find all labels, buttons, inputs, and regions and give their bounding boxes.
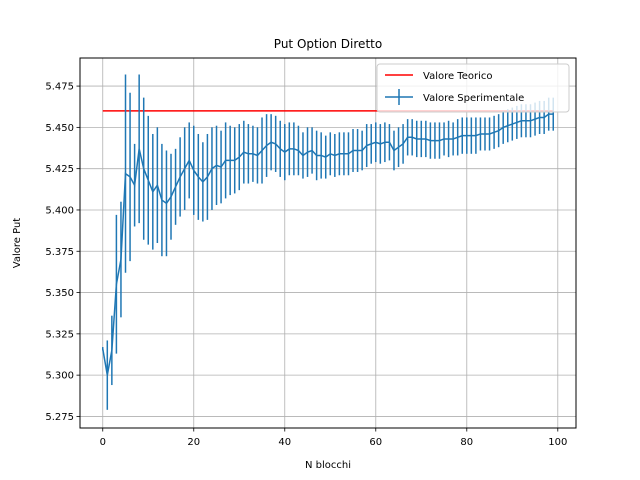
y-tick-label: 5.350 (45, 288, 74, 299)
y-tick-label: 5.425 (45, 164, 74, 175)
y-axis-title: Valore Put (12, 218, 23, 269)
grid (80, 58, 576, 428)
legend-label-experimental: Valore Sperimentale (423, 93, 524, 104)
series-line-experimental (102, 113, 554, 376)
x-tick-label: 80 (460, 437, 473, 448)
x-tick-label: 40 (278, 437, 291, 448)
chart-title: Put Option Diretto (274, 37, 382, 51)
x-axis-title: N blocchi (305, 460, 351, 471)
y-tick-label: 5.325 (45, 329, 74, 340)
y-tick-label: 5.400 (45, 205, 74, 216)
y-tick-label: 5.375 (45, 247, 74, 258)
y-axis: 5.275 5.300 5.325 5.350 5.375 5.400 5.425 5.450… (45, 82, 80, 423)
legend-box (376, 63, 570, 113)
y-tick-label: 5.300 (45, 371, 74, 382)
y-tick-label: 5.475 (45, 82, 74, 93)
y-tick-label: 5.275 (45, 412, 74, 423)
legend: Valore Teorico Valore Sperimentale (376, 63, 570, 113)
y-tick-label: 5.450 (45, 123, 74, 134)
x-axis: 0 20 40 60 80 100 (100, 428, 567, 448)
x-tick-label: 60 (369, 437, 382, 448)
x-tick-label: 20 (187, 437, 200, 448)
plot-frame (79, 57, 577, 429)
legend-label-theory: Valore Teorico (423, 71, 493, 82)
x-tick-label: 100 (548, 437, 567, 448)
x-tick-label: 0 (100, 437, 106, 448)
series-layer (102, 113, 554, 376)
